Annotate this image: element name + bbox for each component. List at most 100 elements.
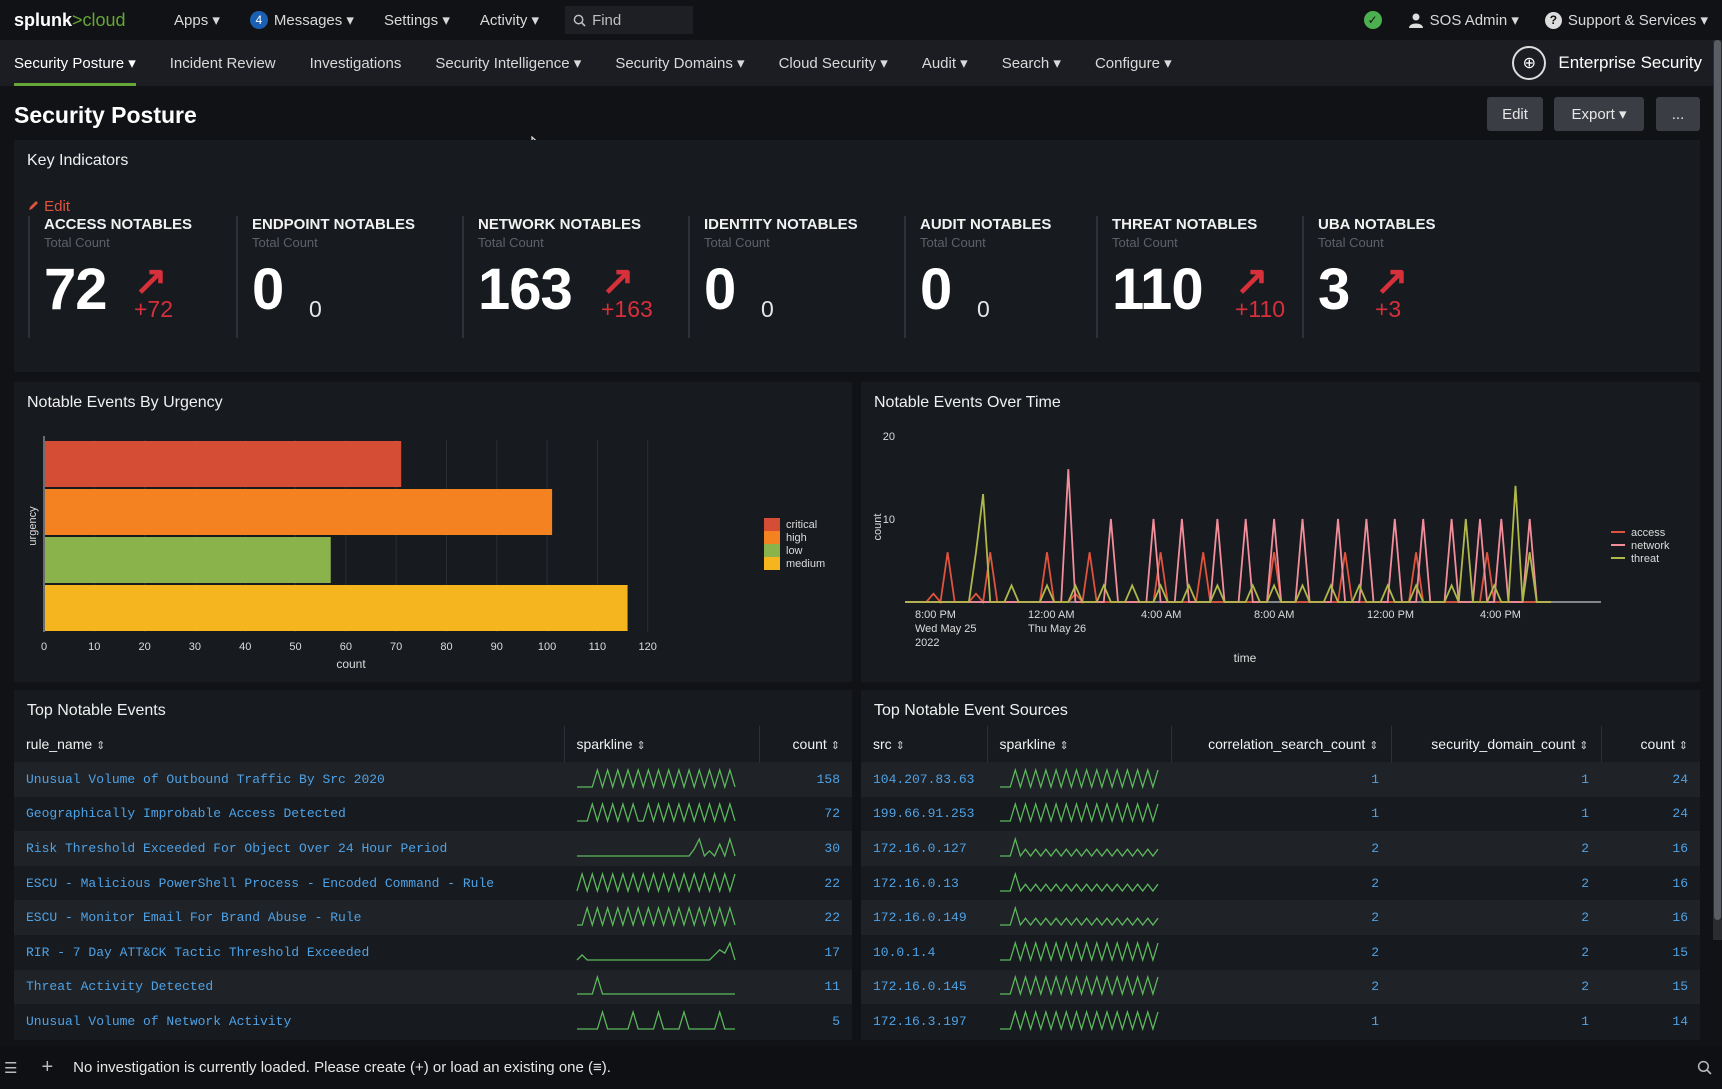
count-link[interactable]: 5 [832,1013,840,1029]
column-header-count[interactable]: count ⇕ [1601,726,1700,762]
add-investigation-icon[interactable]: + [41,1056,54,1078]
count-link[interactable]: 30 [824,840,840,856]
correlation-search-count-link[interactable]: 1 [1371,1013,1379,1029]
count-link[interactable]: 17 [824,944,840,960]
messages-menu[interactable]: 4 Messages ▾ [249,11,354,29]
tab-audit[interactable]: Audit ▾ [921,55,968,72]
correlation-search-count-link[interactable]: 1 [1371,771,1379,787]
apps-menu[interactable]: Apps ▾ [174,11,220,29]
page-scrollbar[interactable] [1713,40,1722,940]
column-header-correlation-search-count[interactable]: correlation_search_count ⇕ [1171,726,1392,762]
column-header-rule-name[interactable]: rule_name ⇕ [14,726,565,762]
key-indicators-edit-link[interactable]: Edit [28,198,70,215]
count-link[interactable]: 22 [824,910,840,926]
tab-security-posture[interactable]: Security Posture ▾ [14,40,136,86]
count-link[interactable]: 24 [1672,806,1688,822]
table-row[interactable]: Threat Activity Detected 11 [14,969,852,1005]
src-link[interactable]: 172.16.0.149 [873,910,967,926]
count-link[interactable]: 22 [824,875,840,891]
table-row[interactable]: 172.16.0.13 2 2 16 [861,866,1700,901]
health-status-icon[interactable]: ✓ [1363,11,1382,29]
src-link[interactable]: 172.16.0.145 [873,979,967,995]
table-row[interactable]: Unusual Volume of Outbound Traffic By Sr… [14,762,852,797]
table-row[interactable]: 172.16.0.145 2 2 15 [861,969,1700,1005]
table-row[interactable]: Unusual Volume of Network Activity 5 [14,1004,852,1039]
user-menu[interactable]: SOS Admin ▾ [1408,11,1519,29]
list-icon[interactable]: ☰ [4,1059,18,1077]
security-domain-count-link[interactable]: 2 [1581,979,1589,995]
key-indicator-card[interactable]: ACCESS NOTABLES Total Count 72 ↗ +72 [28,216,230,338]
find-input[interactable]: Find [565,6,694,34]
tab-cloud-security[interactable]: Cloud Security ▾ [778,55,888,72]
rule-name-link[interactable]: RIR - 7 Day ATT&CK Tactic Threshold Exce… [26,944,370,960]
src-link[interactable]: 172.16.0.13 [873,875,959,891]
export-button[interactable]: Export ▾ [1554,97,1644,131]
column-header-security-domain-count[interactable]: security_domain_count ⇕ [1391,726,1602,762]
tab-configure[interactable]: Configure ▾ [1094,55,1172,72]
correlation-search-count-link[interactable]: 2 [1371,840,1379,856]
src-link[interactable]: 172.16.0.127 [873,840,967,856]
tab-investigations[interactable]: Investigations [309,54,402,72]
rule-name-link[interactable]: Geographically Improbable Access Detecte… [26,806,346,822]
correlation-search-count-link[interactable]: 1 [1371,806,1379,822]
count-link[interactable]: 11 [824,979,840,995]
correlation-search-count-link[interactable]: 2 [1371,979,1379,995]
count-link[interactable]: 24 [1672,771,1688,787]
key-indicator-card[interactable]: ENDPOINT NOTABLES Total Count 0 0 [236,216,456,338]
count-link[interactable]: 158 [816,771,840,787]
column-header-sparkline[interactable]: sparkline ⇕ [564,726,760,762]
tab-security-domains[interactable]: Security Domains ▾ [615,55,745,72]
security-domain-count-link[interactable]: 2 [1581,910,1589,926]
edit-dashboard-button[interactable]: Edit [1487,97,1543,131]
count-link[interactable]: 72 [824,806,840,822]
column-header-src[interactable]: src ⇕ [861,726,988,762]
src-link[interactable]: 10.0.1.4 [873,944,936,960]
table-row[interactable]: 172.16.0.149 2 2 16 [861,900,1700,935]
table-row[interactable]: Geographically Improbable Access Detecte… [14,797,852,832]
count-link[interactable]: 16 [1672,875,1688,891]
src-link[interactable]: 172.16.3.197 [873,1013,967,1029]
table-row[interactable]: 199.66.91.253 1 1 24 [861,797,1700,832]
count-link[interactable]: 15 [1672,979,1688,995]
table-row[interactable]: 104.207.83.63 1 1 24 [861,762,1700,797]
src-link[interactable]: 199.66.91.253 [873,806,975,822]
table-row[interactable]: 172.16.0.127 2 2 16 [861,831,1700,866]
column-header-count[interactable]: count ⇕ [759,726,852,762]
security-domain-count-link[interactable]: 1 [1581,806,1589,822]
settings-menu[interactable]: Settings ▾ [384,11,450,29]
rule-name-link[interactable]: Unusual Volume of Network Activity [26,1013,292,1029]
more-actions-button[interactable]: ... [1656,97,1700,131]
table-row[interactable]: ESCU - Monitor Email For Brand Abuse - R… [14,900,852,935]
correlation-search-count-link[interactable]: 2 [1371,944,1379,960]
security-domain-count-link[interactable]: 2 [1581,944,1589,960]
key-indicator-card[interactable]: THREAT NOTABLES Total Count 110 ↗ +110 [1096,216,1296,338]
rule-name-link[interactable]: Unusual Volume of Outbound Traffic By Sr… [26,771,385,787]
table-row[interactable]: RIR - 7 Day ATT&CK Tactic Threshold Exce… [14,935,852,970]
tab-security-intelligence[interactable]: Security Intelligence ▾ [435,55,582,72]
tab-incident-review[interactable]: Incident Review [169,54,276,72]
table-row[interactable]: 10.0.1.4 2 2 15 [861,935,1700,970]
support-menu[interactable]: ? Support & Services ▾ [1544,11,1708,29]
scrollbar-thumb[interactable] [1714,40,1721,920]
count-link[interactable]: 15 [1672,944,1688,960]
security-domain-count-link[interactable]: 2 [1581,840,1589,856]
rule-name-link[interactable]: Threat Activity Detected [26,979,214,995]
rule-name-link[interactable]: ESCU - Monitor Email For Brand Abuse - R… [26,910,362,926]
tab-search[interactable]: Search ▾ [1001,55,1061,72]
count-link[interactable]: 16 [1672,840,1688,856]
key-indicator-card[interactable]: IDENTITY NOTABLES Total Count 0 0 [688,216,898,338]
count-link[interactable]: 14 [1672,1013,1688,1029]
security-domain-count-link[interactable]: 1 [1581,1013,1589,1029]
correlation-search-count-link[interactable]: 2 [1371,875,1379,891]
zoom-icon[interactable] [1697,1060,1712,1075]
security-domain-count-link[interactable]: 2 [1581,875,1589,891]
key-indicator-card[interactable]: AUDIT NOTABLES Total Count 0 0 [904,216,1090,338]
rule-name-link[interactable]: ESCU - Malicious PowerShell Process - En… [26,875,495,891]
security-domain-count-link[interactable]: 1 [1581,771,1589,787]
table-row[interactable]: ESCU - Malicious PowerShell Process - En… [14,866,852,901]
table-row[interactable]: 172.16.3.197 1 1 14 [861,1004,1700,1039]
key-indicator-card[interactable]: NETWORK NOTABLES Total Count 163 ↗ +163 [462,216,682,338]
table-row[interactable]: Risk Threshold Exceeded For Object Over … [14,831,852,866]
key-indicator-card[interactable]: UBA NOTABLES Total Count 3 ↗ +3 [1302,216,1502,338]
activity-menu[interactable]: Activity ▾ [480,11,539,29]
